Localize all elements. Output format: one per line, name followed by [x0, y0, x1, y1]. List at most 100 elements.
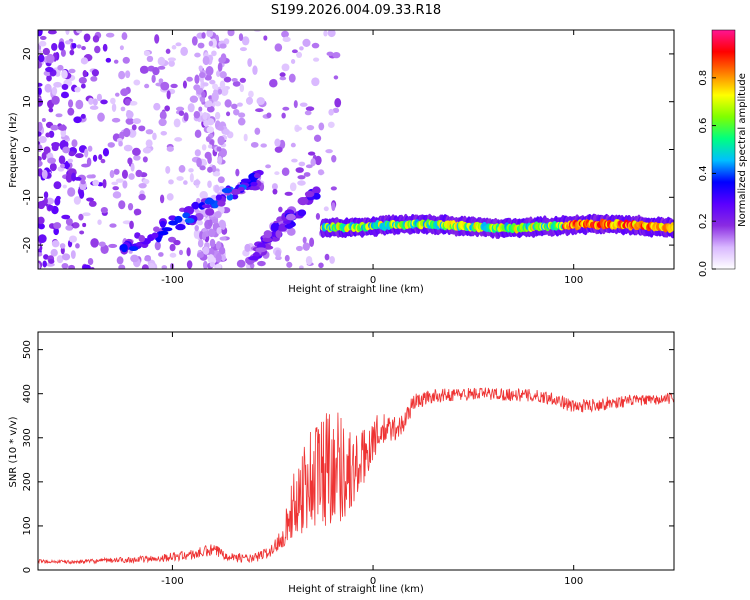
streak-blob — [151, 232, 159, 239]
noise-blob — [248, 90, 254, 98]
streak-blob — [128, 246, 139, 252]
streak-blob — [175, 223, 186, 231]
noise-blob — [82, 222, 87, 228]
column-blob — [206, 126, 215, 134]
noise-blob — [284, 191, 293, 196]
noise-blob — [111, 103, 117, 112]
noise-blob — [244, 243, 251, 252]
noise-blob — [76, 44, 82, 49]
noise-blob — [282, 106, 290, 111]
noise-blob — [73, 196, 81, 205]
column-blob — [206, 30, 214, 38]
noise-blob — [255, 108, 264, 113]
noise-blob — [53, 222, 62, 230]
noise-blob — [122, 56, 130, 64]
noise-blob — [38, 87, 42, 96]
noise-blob — [39, 35, 47, 40]
column-blob — [217, 155, 223, 165]
noise-blob — [154, 34, 160, 44]
noise-blob — [182, 80, 187, 89]
noise-blob — [107, 142, 115, 148]
noise-blob — [53, 181, 62, 190]
noise-blob — [126, 109, 132, 115]
noise-blob — [168, 179, 174, 185]
noise-blob — [231, 78, 238, 82]
noise-blob — [142, 156, 148, 163]
column-blob — [216, 70, 221, 78]
noise-blob — [138, 125, 146, 132]
noise-blob — [38, 216, 45, 225]
noise-blob — [38, 54, 45, 63]
noise-blob — [305, 164, 313, 169]
noise-blob — [275, 249, 281, 259]
streak-blob — [264, 230, 272, 239]
streak-blob — [201, 204, 212, 209]
noise-blob — [94, 45, 101, 54]
snr-xtick-label-1: 0 — [370, 576, 376, 587]
noise-blob — [180, 46, 188, 56]
streak-blob — [217, 200, 226, 207]
noise-blob — [58, 124, 67, 131]
noise-blob — [38, 168, 43, 177]
noise-blob — [159, 194, 165, 204]
noise-blob — [61, 253, 71, 261]
noise-blob — [207, 180, 212, 189]
noise-blob — [170, 83, 178, 89]
snr-xlabel: Height of straight line (km) — [288, 584, 424, 595]
noise-blob — [84, 148, 89, 158]
streak-blob — [159, 220, 167, 228]
noise-blob — [131, 124, 137, 131]
column-blob — [194, 129, 202, 138]
noise-blob — [48, 107, 54, 113]
noise-blob — [307, 151, 316, 156]
noise-blob — [42, 47, 51, 56]
noise-blob — [78, 76, 87, 84]
noise-blob — [291, 158, 298, 163]
streak-blob — [168, 220, 178, 226]
noise-blob — [188, 168, 194, 173]
noise-blob — [118, 140, 123, 147]
streak-blob — [285, 213, 296, 221]
spectrogram-ytick-label-0: 20 — [22, 48, 33, 61]
streak-blob — [240, 178, 251, 183]
streak-blob — [297, 197, 309, 206]
streak-blob — [253, 172, 261, 179]
spectrogram-ylabel: Frequency (Hz) — [8, 112, 19, 188]
noise-blob — [317, 169, 325, 176]
noise-blob — [189, 172, 194, 183]
noise-blob — [61, 83, 69, 91]
spectrogram-xtick-label-0: -100 — [161, 275, 184, 286]
noise-blob — [82, 264, 91, 269]
noise-blob — [38, 223, 45, 230]
spectrogram-ytick-label-4: -20 — [22, 237, 33, 253]
column-blob — [218, 246, 226, 255]
noise-blob — [130, 163, 135, 172]
noise-blob — [167, 57, 177, 62]
noise-blob — [51, 144, 59, 152]
noise-blob — [102, 178, 107, 189]
noise-blob — [142, 178, 150, 185]
noise-blob — [281, 112, 286, 119]
noise-blob — [118, 200, 126, 210]
column-blob — [201, 144, 207, 151]
noise-blob — [38, 252, 43, 257]
noise-blob — [138, 182, 147, 189]
noise-blob — [173, 239, 181, 246]
streak-blob — [284, 223, 294, 229]
column-blob — [197, 239, 204, 248]
noise-blob — [142, 147, 152, 154]
noise-blob — [98, 154, 103, 161]
noise-blob — [302, 236, 307, 244]
noise-blob — [159, 110, 167, 120]
noise-blob — [313, 134, 322, 142]
snr-ytick-label-4: 400 — [22, 384, 33, 403]
noise-blob — [46, 74, 52, 82]
noise-blob — [173, 118, 181, 128]
streak-blob — [153, 226, 160, 233]
noise-blob — [299, 102, 308, 107]
noise-blob — [38, 30, 43, 37]
noise-blob — [49, 162, 57, 172]
column-blob — [193, 179, 201, 186]
noise-blob — [265, 164, 271, 169]
column-blob — [196, 157, 202, 168]
